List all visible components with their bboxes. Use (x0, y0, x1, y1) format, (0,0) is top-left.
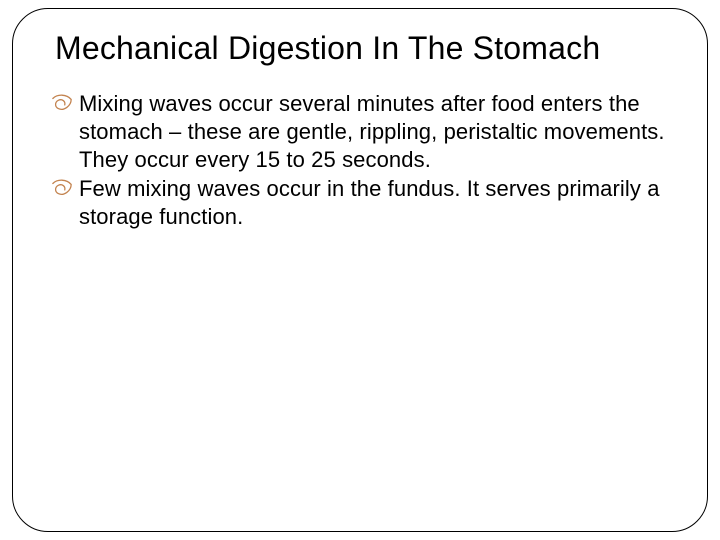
bullet-text: Mixing waves occur several minutes after… (79, 91, 665, 172)
list-item: Few mixing waves occur in the fundus. It… (51, 175, 669, 231)
bullet-list: Mixing waves occur several minutes after… (51, 90, 669, 231)
list-item: Mixing waves occur several minutes after… (51, 90, 669, 174)
swirl-bullet-icon (51, 94, 73, 114)
slide-title: Mechanical Digestion In The Stomach (55, 29, 669, 68)
slide-frame: Mechanical Digestion In The Stomach Mixi… (12, 8, 708, 532)
bullet-text: Few mixing waves occur in the fundus. It… (79, 176, 660, 229)
swirl-bullet-icon (51, 179, 73, 199)
